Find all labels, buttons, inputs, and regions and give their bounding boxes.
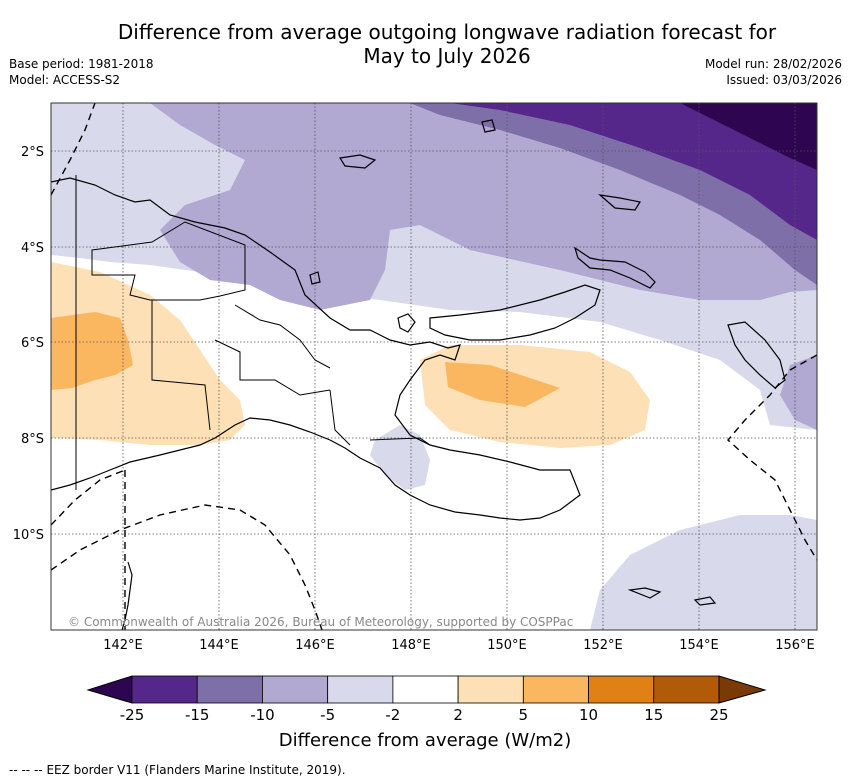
lat-label: 4°S (21, 241, 44, 256)
base-period: Base period: 1981-2018 (9, 57, 154, 71)
colorbar-tick-label: 10 (579, 706, 598, 724)
issued-date: Issued: 03/03/2026 (726, 73, 842, 87)
map-plot-area (51, 103, 817, 630)
lon-label: 154°E (679, 638, 719, 653)
colorbar-box (196, 675, 263, 704)
eez-legend-text: EEZ border V11 (Flanders Marine Institut… (46, 763, 346, 777)
island-coast (481, 119, 496, 133)
colorbar-box (392, 675, 459, 704)
colorbar-box (588, 675, 655, 704)
colorbar-box (131, 675, 198, 704)
anomaly-region-neg5-east (780, 355, 817, 430)
cape-york-coast (121, 561, 133, 630)
lat-label: 10°S (13, 528, 44, 543)
new-britain-coast (429, 284, 601, 341)
island-coast (693, 596, 717, 606)
colorbar-boxes (131, 675, 720, 704)
colorbar: -25 -15 -10 -5 -2 2 5 10 15 25 (86, 675, 767, 724)
colorbar-tick-label: -10 (250, 706, 275, 724)
colorbar-tick-label: -5 (320, 706, 335, 724)
model-name: Model: ACCESS-S2 (9, 73, 121, 87)
eez-border (51, 504, 323, 630)
coastlines (51, 119, 786, 630)
lon-label: 150°E (487, 638, 527, 653)
eez-borders (51, 103, 817, 630)
eez-legend: -- -- -- EEZ border V11 (Flanders Marine… (9, 763, 346, 777)
anomaly-region-pos5-center (445, 362, 560, 407)
colorbar-title: Difference from average (W/m2) (278, 730, 572, 751)
title-line-2: May to July 2026 (363, 44, 531, 68)
eez-legend-symbol: -- -- -- (9, 763, 43, 777)
anomaly-region-neg25 (680, 103, 817, 170)
copyright-text: © Commonwealth of Australia 2026, Bureau… (68, 615, 573, 629)
new-guinea-coast (51, 177, 581, 521)
colorbar-box (262, 675, 329, 704)
meta-left: Base period: 1981-2018 Model: ACCESS-S2 (9, 56, 154, 88)
anomaly-region-neg15 (450, 103, 817, 240)
louisiade-coast (627, 587, 662, 599)
eez-border (51, 103, 96, 196)
colorbar-box (522, 675, 589, 704)
title-line-1: Difference from average outgoing longwav… (117, 20, 777, 44)
lon-label: 142°E (103, 638, 143, 653)
model-run: Model run: 28/02/2026 (704, 57, 842, 71)
map-frame (50, 102, 818, 631)
anomaly-region-pos2-west (51, 262, 245, 445)
colorbar-tick-label: 5 (519, 706, 529, 724)
colorbar-extend-max (718, 675, 767, 704)
lon-label: 152°E (583, 638, 623, 653)
bougainville-coast (727, 321, 786, 389)
lon-label: 148°E (391, 638, 431, 653)
colorbar-tick-label: 15 (644, 706, 663, 724)
colorbar-tick-label: -15 (185, 706, 210, 724)
colorbar-box (457, 675, 524, 704)
lat-label: 2°S (21, 145, 44, 160)
lon-labels: 142°E 144°E 146°E 148°E 150°E 152°E 154°… (103, 638, 815, 653)
lon-label: 144°E (199, 638, 239, 653)
lon-label: 156°E (775, 638, 815, 653)
lat-label: 8°S (21, 432, 44, 447)
meta-right: Model run: 28/02/2026 Issued: 03/03/2026 (705, 56, 842, 88)
colorbar-tick-label: -25 (120, 706, 145, 724)
colorbar-tick-label: 2 (453, 706, 463, 724)
island-coast (397, 313, 416, 333)
new-ireland-coast (573, 246, 656, 289)
manus-coast (339, 154, 377, 169)
lat-label: 6°S (21, 336, 44, 351)
colorbar-tick-label: -2 (385, 706, 400, 724)
lat-labels: 2°S 4°S 6°S 8°S 10°S (13, 145, 44, 543)
lon-label: 146°E (295, 638, 335, 653)
colorbar-ticks: -25 -15 -10 -5 -2 2 5 10 15 25 (120, 706, 729, 724)
colorbar-tick-label: 25 (709, 706, 728, 724)
colorbar-extend-min (86, 675, 133, 704)
colorbar-box (653, 675, 720, 704)
anomaly-region-pos5-west (51, 312, 133, 390)
chart-title: Difference from average outgoing longwav… (60, 20, 834, 68)
island-coast (309, 271, 321, 285)
province-borders (75, 175, 431, 490)
new-hanover-coast (598, 194, 641, 211)
eez-border (51, 469, 126, 526)
anomaly-region-neg2-southeast (590, 515, 817, 630)
colorbar-box (327, 675, 394, 704)
